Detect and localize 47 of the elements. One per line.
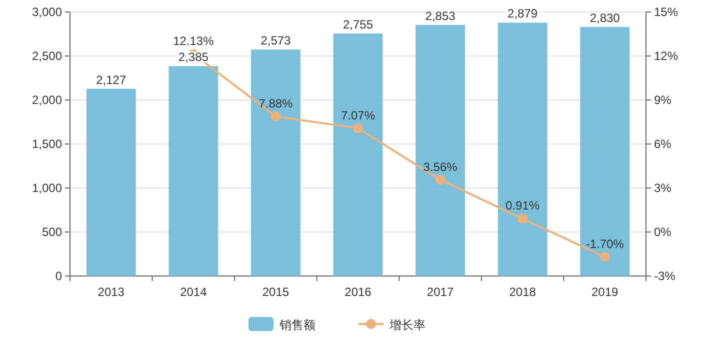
bar [580, 26, 630, 276]
data-label: 2,853 [425, 8, 456, 23]
x-tick-label: 2016 [344, 285, 372, 299]
data-label: 2,127 [96, 72, 126, 87]
x-tick-label: 2017 [426, 285, 454, 299]
y-tick-label: 3,000 [32, 5, 62, 19]
bar [498, 22, 548, 276]
data-label: 2,830 [590, 10, 620, 25]
y2-tick-label: 15% [654, 5, 678, 19]
x-tick-label: 2015 [262, 285, 290, 299]
y2-tick-label: -3% [654, 269, 676, 283]
data-label: -1.70% [586, 236, 624, 251]
legend-label: 增长率 [388, 318, 426, 332]
data-label: 2,573 [260, 34, 292, 48]
y2-tick-label: 0% [654, 225, 672, 239]
y-tick-label: 1,500 [32, 137, 62, 151]
x-tick-label: 2014 [180, 285, 208, 299]
data-label: 7.88% [258, 96, 294, 110]
y2-tick-label: 12% [654, 49, 678, 63]
x-tick-label: 2018 [509, 285, 536, 299]
point [600, 252, 610, 262]
y-tick-label: 500 [42, 225, 62, 239]
point [518, 214, 528, 224]
data-label: 2,879 [508, 6, 538, 21]
y-tick-label: 2,000 [32, 93, 62, 107]
x-tick-label: 2019 [592, 285, 619, 299]
y-tick-label: 2,500 [32, 49, 62, 63]
x-tick-label: 2013 [98, 285, 125, 299]
data-label: 2,755 [342, 18, 374, 32]
bar [333, 34, 383, 276]
point [435, 174, 446, 185]
y-tick-label: 1,000 [32, 181, 62, 195]
bar [416, 24, 465, 276]
y2-tick-label: 9% [654, 93, 672, 107]
legend-label: 销售额 [278, 318, 316, 332]
data-label: 7.07% [340, 108, 376, 122]
y-tick-label: 0 [55, 269, 62, 283]
bar [251, 50, 300, 276]
data-label: 0.91% [506, 198, 540, 213]
y2-tick-label: 3% [654, 181, 672, 195]
bar [168, 66, 218, 276]
y2-tick-label: 6% [654, 137, 672, 151]
data-label: 3.56% [423, 160, 458, 174]
point [270, 111, 281, 122]
bar [86, 88, 136, 276]
point [353, 123, 363, 134]
data-label: 12.13% [173, 34, 214, 48]
